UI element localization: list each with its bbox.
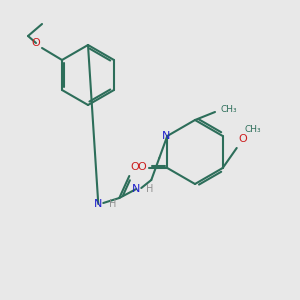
- Text: O: O: [238, 134, 247, 144]
- Text: N: N: [162, 131, 170, 141]
- Text: N: N: [94, 199, 103, 209]
- Text: N: N: [132, 184, 140, 194]
- Text: O: O: [137, 162, 146, 172]
- Text: CH₃: CH₃: [244, 125, 261, 134]
- Text: O: O: [130, 162, 139, 172]
- Text: CH₃: CH₃: [221, 106, 237, 115]
- Text: O: O: [32, 38, 40, 48]
- Text: H: H: [146, 184, 153, 194]
- Text: H: H: [109, 199, 116, 209]
